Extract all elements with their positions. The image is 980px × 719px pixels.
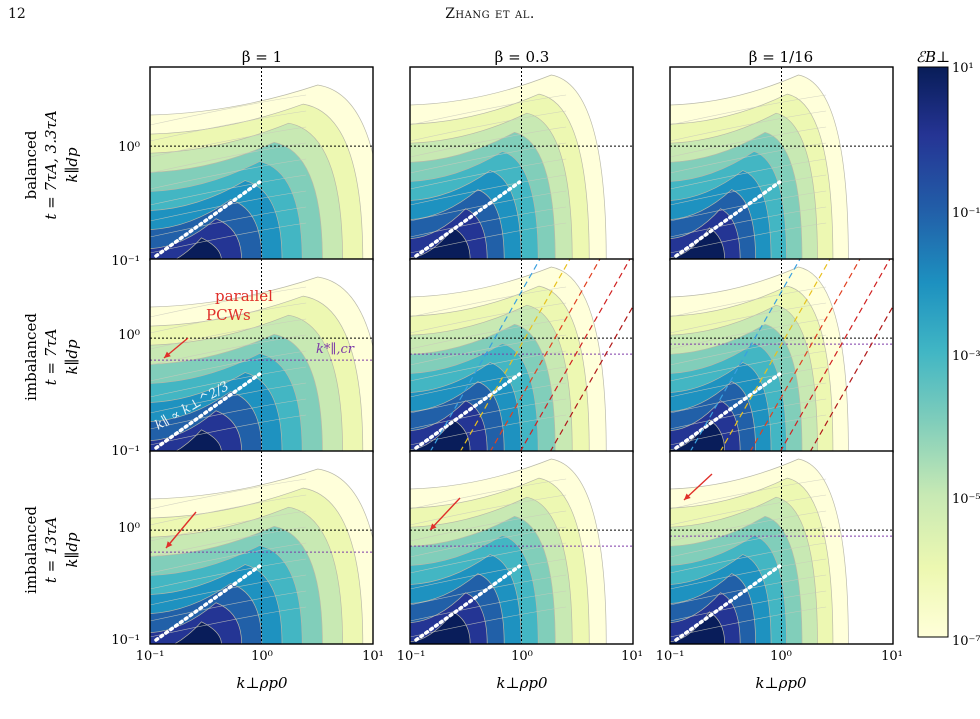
- colorbar-gradient: [917, 66, 949, 638]
- pcw-arrowhead: [684, 493, 691, 500]
- spectrum-panel: [409, 450, 634, 645]
- row-label-line2: t = 7τA: [42, 328, 60, 385]
- x-tick-labels: 10⁻¹ 10⁰ 10¹ 10⁻¹ 10⁰ 10¹ 10⁻¹ 10⁰ 10¹: [136, 649, 903, 664]
- spectrum-panel: [149, 450, 374, 645]
- x-tick-label: 10¹: [881, 649, 903, 664]
- column-title-beta-1-16: β = 1/16: [749, 48, 813, 66]
- y-axis-label: k∥dp: [63, 339, 81, 375]
- pcw-arrowhead: [430, 523, 437, 530]
- row-label-line1: imbalanced: [22, 506, 40, 594]
- colorbar: ℰB⊥ 10¹ 10⁻¹ 10⁻³ 10⁻⁵ 10⁻⁷: [916, 48, 980, 649]
- pcw-arrow: [165, 511, 197, 549]
- x-tick-label: 10⁻¹: [136, 649, 165, 664]
- y-tick-label: 10⁻¹: [111, 444, 140, 459]
- row-label-line1: balanced: [22, 130, 40, 199]
- x-axis-labels: k⊥ρp0 k⊥ρp0 k⊥ρp0: [236, 674, 807, 692]
- page-number: 12: [8, 6, 26, 22]
- x-tick-label: 10⁻¹: [656, 649, 685, 664]
- row-label-balanced: balanced t = 7τA, 3.3τA k∥dp: [22, 110, 81, 219]
- spectrum-panel: [669, 450, 894, 645]
- x-tick-label: 10⁻¹: [397, 649, 426, 664]
- colorbar-tick-label: 10⁻⁵: [952, 492, 980, 507]
- colorbar-tick-label: 10⁻⁷: [952, 634, 980, 649]
- row-label-line2: t = 13τA: [42, 517, 60, 584]
- panel-grid: [149, 66, 894, 645]
- running-title: Zhang et al.: [445, 6, 535, 22]
- y-axis-label: k∥dp: [63, 532, 81, 568]
- pcw-arrow: [429, 497, 461, 531]
- spectrum-panel: [409, 258, 634, 453]
- y-tick-label: 10⁻¹: [111, 633, 140, 648]
- column-title-beta-0-3: β = 0.3: [495, 48, 550, 66]
- spectrum-panel: [149, 66, 374, 261]
- row-label-line1: imbalanced: [22, 313, 40, 401]
- spectrum-panel: [669, 258, 894, 453]
- y-tick-label: 10⁰: [118, 140, 140, 155]
- pcw-arrowhead: [166, 541, 173, 548]
- pcw-arrowhead: [164, 351, 171, 358]
- x-tick-label: 10⁰: [511, 649, 533, 664]
- spectrum-panel: [149, 258, 374, 453]
- column-title-beta-1: β = 1: [242, 48, 282, 66]
- colorbar-tick-label: 10⁻¹: [952, 206, 980, 221]
- colorbar-label: ℰB⊥: [916, 48, 950, 66]
- colorbar-tick-label: 10¹: [952, 61, 974, 76]
- row-label-imbalanced-7: imbalanced t = 7τA k∥dp: [22, 313, 81, 401]
- spectrum-panel: [409, 66, 634, 261]
- y-tick-label: 10⁰: [118, 328, 140, 343]
- x-tick-label: 10¹: [621, 649, 643, 664]
- row-label-line2: t = 7τA, 3.3τA: [42, 110, 60, 219]
- y-tick-labels: 10⁰ 10⁻¹ 10⁰ 10⁻¹ 10⁰ 10⁻¹: [111, 140, 140, 648]
- x-axis-label: k⊥ρp0: [496, 674, 548, 692]
- pcw-label: PCWs: [206, 306, 251, 324]
- x-axis-label: k⊥ρp0: [236, 674, 288, 692]
- kcr-label: k*∥,cr: [316, 342, 355, 357]
- pcw-label: parallel: [215, 287, 273, 305]
- y-axis-label: k∥dp: [63, 147, 81, 183]
- x-tick-label: 10¹: [362, 649, 384, 664]
- x-tick-label: 10⁰: [251, 649, 273, 664]
- spectrum-panel: [669, 66, 894, 261]
- y-tick-label: 10⁻¹: [111, 254, 140, 269]
- pcw-arrow: [683, 473, 713, 501]
- x-axis-label: k⊥ρp0: [755, 674, 807, 692]
- colorbar-tick-label: 10⁻³: [952, 349, 980, 364]
- x-tick-label: 10⁰: [770, 649, 792, 664]
- y-tick-label: 10⁰: [118, 521, 140, 536]
- row-label-imbalanced-13: imbalanced t = 13τA k∥dp: [22, 506, 81, 594]
